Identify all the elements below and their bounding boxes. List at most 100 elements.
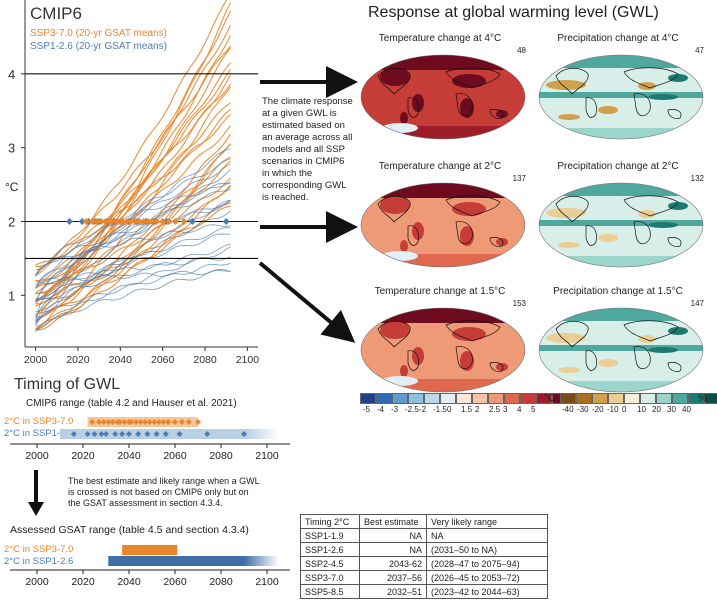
coastline bbox=[377, 320, 411, 348]
response-title: Response at global warming level (GWL) bbox=[368, 4, 659, 21]
x-tick-label: 2060 bbox=[163, 450, 187, 462]
x-tick-label: 2000 bbox=[25, 576, 49, 588]
crossing-marker bbox=[123, 217, 131, 225]
table-cell: SSP5-8.5 bbox=[300, 584, 360, 599]
timing-row2-label: 2°C in SSP1-2.6 bbox=[4, 428, 74, 439]
colorbar-swatch bbox=[672, 393, 688, 404]
table-header: Best estimate bbox=[359, 514, 427, 529]
model-curve bbox=[35, 158, 231, 289]
colorbar-label: -5 bbox=[363, 405, 371, 414]
coastline bbox=[555, 195, 589, 223]
arrow-1p5c bbox=[258, 261, 356, 343]
crossing-marker bbox=[98, 431, 105, 437]
x-tick-label: 2040 bbox=[117, 576, 141, 588]
crossing-marker bbox=[100, 419, 107, 425]
crossing-marker bbox=[97, 217, 105, 225]
crossing-marker bbox=[126, 431, 132, 437]
model-count: 132 bbox=[690, 174, 704, 183]
colorbar-swatch bbox=[592, 393, 608, 404]
colorbar-label: 40 bbox=[682, 405, 691, 414]
crossing-marker bbox=[162, 431, 169, 437]
colorbar-label: 30 bbox=[667, 405, 676, 414]
table-cell: 2043-62 bbox=[359, 556, 427, 571]
crossing-marker bbox=[204, 431, 211, 437]
table-cell: (2031–50 to NA) bbox=[426, 542, 548, 557]
ssp126-range-bar bbox=[60, 429, 279, 439]
model-curve bbox=[35, 182, 231, 277]
gwl-method-note: The climate response at a given GWL is e… bbox=[262, 96, 353, 203]
coastline bbox=[445, 195, 501, 217]
colorbar-swatch bbox=[624, 393, 640, 404]
coastline bbox=[407, 350, 419, 371]
x-tick-label: 2020 bbox=[71, 450, 95, 462]
down-arrow bbox=[28, 470, 44, 516]
map-title: Temperature change at 4°C bbox=[378, 33, 502, 44]
crossing-marker bbox=[185, 419, 192, 425]
colorbar-label: 5 bbox=[531, 405, 536, 414]
model-curve bbox=[35, 268, 231, 284]
coastline bbox=[555, 67, 589, 95]
coastline bbox=[455, 93, 473, 117]
colorbar-swatch bbox=[656, 393, 672, 404]
crossing-marker bbox=[119, 431, 126, 437]
crossing-marker bbox=[118, 217, 126, 225]
colorbar-label: 20 bbox=[652, 405, 661, 414]
crossing-marker bbox=[70, 431, 77, 437]
model-curve bbox=[35, 186, 231, 330]
coastline bbox=[667, 362, 682, 372]
legend-ssp126: SSP1-2.6 (20-yr GSAT means) bbox=[30, 41, 167, 52]
y-tick-label: 3 bbox=[8, 141, 15, 156]
model-curve bbox=[35, 143, 231, 327]
temperature-map bbox=[360, 307, 526, 393]
map-title: Precipitation change at 4°C bbox=[557, 33, 679, 44]
coastline bbox=[377, 67, 411, 95]
crossing-marker bbox=[89, 419, 96, 425]
crossing-marker bbox=[103, 431, 109, 437]
coastline bbox=[489, 109, 504, 119]
crossing-marker bbox=[127, 217, 135, 225]
crossing-marker bbox=[151, 419, 158, 425]
colorbar-label: 1.5 bbox=[461, 405, 473, 414]
crossing-marker bbox=[135, 217, 143, 225]
x-tick-label: 2060 bbox=[163, 576, 187, 588]
map-title: Precipitation change at 1.5°C bbox=[553, 286, 683, 297]
crossing-marker bbox=[195, 419, 201, 425]
precipitation-map-panel: Precipitation change at 2°C 132 bbox=[534, 158, 714, 268]
table-cell: (2023–42 to 2044–63) bbox=[426, 584, 548, 599]
crossing-marker bbox=[128, 419, 135, 425]
colorbar-label: 4 bbox=[517, 405, 522, 414]
map-title: Precipitation change at 2°C bbox=[557, 161, 679, 172]
colorbar-swatch bbox=[472, 393, 488, 404]
colorbar-swatch bbox=[360, 393, 376, 404]
coastline bbox=[633, 93, 651, 117]
crossing-marker bbox=[109, 419, 116, 425]
x-tick-label: 2080 bbox=[193, 354, 217, 366]
colorbar-swatch bbox=[440, 393, 456, 404]
crossing-marker bbox=[105, 419, 112, 425]
crossing-marker bbox=[101, 217, 109, 225]
crossing-marker bbox=[112, 217, 120, 225]
crossing-marker bbox=[148, 217, 156, 225]
crossing-marker bbox=[65, 217, 73, 225]
model-curve bbox=[35, 169, 231, 318]
x-tick-label: 2000 bbox=[24, 354, 48, 366]
crossing-marker bbox=[171, 217, 179, 225]
precipitation-colorbar-unit: % bbox=[698, 393, 707, 404]
x-tick-label: 2060 bbox=[151, 354, 175, 366]
colorbar-label: -3 bbox=[391, 405, 399, 414]
colorbar-swatch bbox=[704, 393, 717, 404]
cmip6-range-label: CMIP6 range (table 4.2 and Hauser et al.… bbox=[26, 398, 237, 409]
timing-title: Timing of GWL bbox=[14, 376, 121, 393]
crossing-marker bbox=[188, 217, 196, 225]
crossing-marker bbox=[160, 419, 167, 425]
colorbar-swatch bbox=[640, 393, 656, 404]
precipitation-colorbar: -40 -30 -20 -10 0 10 20 30 40 bbox=[540, 393, 717, 416]
table-row: SSP1-1.9 NA NA bbox=[300, 528, 548, 543]
colorbar-swatch bbox=[456, 393, 472, 404]
colorbar-swatch bbox=[504, 393, 520, 404]
table-row: SSP5-8.5 2032–51 (2023–42 to 2044–63) bbox=[300, 584, 548, 599]
crossing-marker bbox=[93, 217, 101, 225]
x-tick-label: 2100 bbox=[236, 354, 260, 366]
coastline bbox=[445, 320, 501, 342]
table-header: Very likely range bbox=[426, 514, 548, 529]
